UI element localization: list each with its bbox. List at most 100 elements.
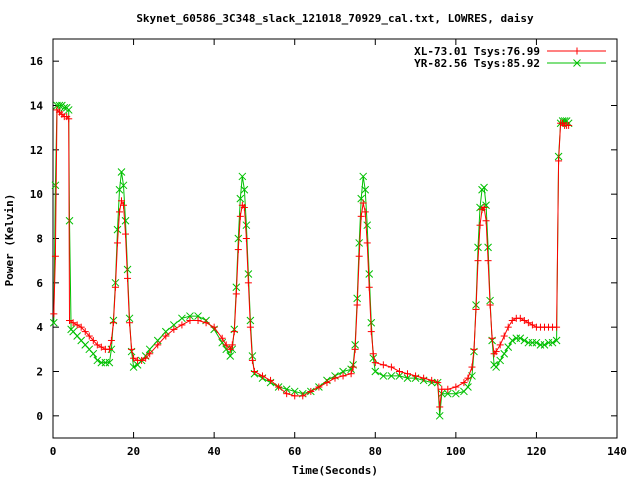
data-point-xl: [113, 239, 121, 247]
data-point-xl: [480, 203, 488, 211]
data-point-yr: [532, 338, 541, 347]
data-point-xl: [355, 252, 363, 260]
data-point-yr: [240, 185, 249, 194]
y-tick-label: 0: [36, 410, 43, 423]
data-point-yr: [540, 341, 549, 349]
data-point-yr: [395, 372, 404, 380]
data-point-xl: [357, 212, 365, 220]
data-point-yr: [60, 103, 69, 112]
data-point-xl: [222, 341, 230, 349]
data-point-yr: [242, 221, 251, 230]
data-point-xl: [122, 230, 130, 238]
data-point-xl: [291, 392, 299, 400]
data-point-yr: [403, 374, 412, 383]
data-point-xl: [347, 370, 355, 378]
data-point-yr: [387, 372, 396, 380]
data-point-yr: [464, 383, 472, 391]
data-point-xl: [520, 317, 528, 325]
data-point-xl: [89, 336, 97, 344]
data-point-yr: [452, 389, 460, 398]
data-point-xl: [73, 321, 81, 329]
x-tick-label: 120: [526, 445, 546, 458]
data-point-yr: [361, 185, 370, 194]
data-point-xl: [81, 328, 89, 336]
data-point-yr: [49, 318, 58, 327]
data-point-yr: [359, 172, 368, 181]
data-point-xl: [267, 376, 275, 384]
data-point-xl: [232, 290, 240, 298]
data-point-xl: [248, 356, 256, 364]
data-point-xl: [387, 363, 395, 371]
data-point-xl: [178, 321, 186, 329]
data-point-yr: [113, 225, 122, 234]
data-point-xl: [436, 403, 444, 411]
data-point-yr: [194, 312, 202, 320]
data-point-yr: [484, 243, 492, 252]
data-point-yr: [226, 352, 235, 360]
legend-marker-xl: [573, 47, 581, 55]
data-point-xl: [154, 341, 162, 349]
x-tick-label: 20: [127, 445, 140, 458]
data-point-xl: [107, 336, 115, 344]
x-axis-label: Time(Seconds): [292, 464, 378, 477]
x-tick-label: 60: [288, 445, 301, 458]
data-point-xl: [444, 385, 452, 393]
data-point-yr: [363, 221, 372, 230]
x-tick-label: 80: [369, 445, 382, 458]
data-point-xl: [130, 354, 138, 362]
data-point-xl: [379, 361, 387, 369]
data-point-yr: [516, 334, 525, 343]
data-point-xl: [428, 376, 436, 384]
data-point-yr: [496, 356, 505, 365]
data-point-xl: [258, 372, 266, 380]
data-point-xl: [351, 345, 359, 353]
data-point-xl: [524, 319, 532, 327]
data-point-xl: [228, 341, 236, 349]
legend-label-xl: XL-73.01 Tsys:76.99: [414, 45, 540, 58]
data-point-xl: [115, 208, 123, 216]
x-tick-label: 100: [446, 445, 466, 458]
y-axis-label: Power (Kelvin): [3, 194, 16, 287]
data-point-yr: [365, 270, 374, 278]
data-point-xl: [105, 345, 113, 353]
data-point-xl: [412, 372, 420, 380]
data-point-xl: [142, 354, 150, 362]
data-point-xl: [434, 379, 442, 387]
data-point-xl: [361, 208, 369, 216]
legend-marker-yr: [573, 59, 581, 67]
data-point-xl: [307, 387, 315, 395]
data-point-yr: [508, 336, 517, 345]
data-point-xl: [492, 348, 500, 356]
data-point-xl: [65, 115, 73, 123]
data-point-xl: [299, 392, 307, 400]
data-point-xl: [420, 374, 428, 382]
y-tick-label: 16: [30, 55, 44, 68]
data-point-xl: [363, 239, 371, 247]
data-point-xl: [186, 317, 194, 325]
data-point-xl: [369, 350, 377, 358]
data-point-xl: [85, 332, 93, 340]
data-point-xl: [97, 343, 105, 351]
data-point-xl: [470, 345, 478, 353]
x-tick-label: 0: [50, 445, 57, 458]
data-point-xl: [109, 319, 117, 327]
data-point-yr: [186, 312, 194, 320]
data-point-xl: [508, 317, 516, 325]
legend-label-yr: YR-82.56 Tsys:85.92: [414, 57, 540, 70]
data-point-xl: [464, 374, 472, 382]
data-point-xl: [117, 197, 125, 205]
data-point-xl: [476, 221, 484, 229]
data-point-xl: [93, 341, 101, 349]
data-point-xl: [240, 203, 248, 211]
data-point-yr: [121, 216, 130, 225]
data-point-yr: [234, 234, 243, 243]
data-point-yr: [93, 356, 102, 365]
data-point-xl: [244, 279, 252, 287]
data-point-xl: [128, 345, 136, 353]
data-point-xl: [553, 323, 561, 331]
data-point-xl: [349, 363, 357, 371]
data-point-xl: [218, 334, 226, 342]
data-point-xl: [210, 323, 218, 331]
data-point-yr: [548, 338, 557, 347]
